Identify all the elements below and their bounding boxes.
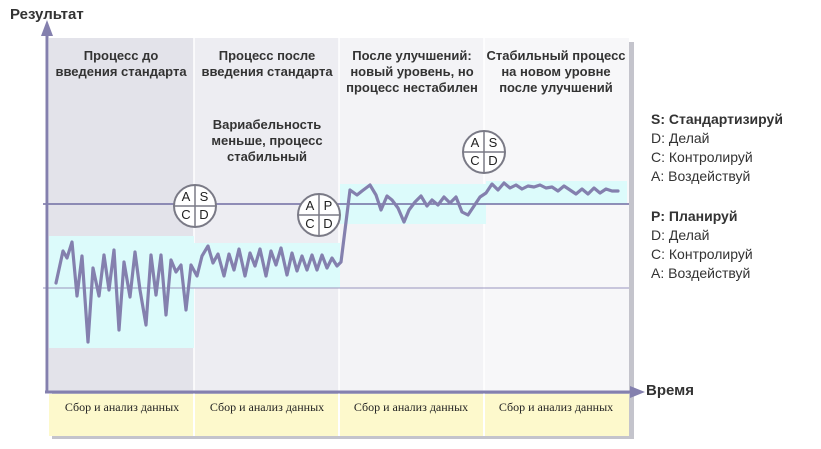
y-axis-arrow bbox=[41, 20, 53, 36]
phase-2-footer: Сбор и анализ данных bbox=[209, 400, 325, 414]
legend-pdca-p: P: Планируй bbox=[651, 208, 738, 224]
wheel-letter-br: D bbox=[488, 153, 497, 168]
pdca-wheel: A PC D bbox=[297, 193, 341, 237]
legend-pdca-a: A: Воздействуй bbox=[651, 265, 751, 281]
wheel-letter-tr: S bbox=[200, 189, 209, 204]
phase-3-title: После улучшений: новый уровень, но проце… bbox=[346, 48, 478, 95]
wheel-letter-br: D bbox=[199, 207, 208, 222]
phase-2-note: Вариабельность меньше, процесс стабильны… bbox=[211, 117, 323, 164]
x-axis-arrow bbox=[630, 386, 645, 398]
wheel-letter-tl: A bbox=[306, 198, 315, 213]
phase-4-footer: Сбор и анализ данных bbox=[498, 400, 614, 414]
phase-1-footer: Сбор и анализ данных bbox=[64, 400, 180, 414]
wheel-letter-tr: S bbox=[489, 135, 498, 150]
x-axis-label: Время bbox=[646, 382, 694, 399]
phase-2-title: Процесс после введения стандарта bbox=[201, 48, 333, 79]
phase-4-title: Стабильный процесс на новом уровне после… bbox=[486, 48, 626, 95]
legend-sdca-s: S: Стандартизируй bbox=[651, 111, 783, 127]
legend-pdca: P: Планируй D: Делай C: Контролируй A: В… bbox=[651, 207, 753, 283]
phase-4-area bbox=[484, 38, 629, 393]
legend-sdca-d: D: Делай bbox=[651, 130, 710, 146]
y-axis-label: Результат bbox=[10, 6, 84, 23]
legend-sdca: S: Стандартизируй D: Делай C: Контролиру… bbox=[651, 110, 783, 186]
phase-1-title: Процесс до введения стандарта bbox=[55, 48, 187, 79]
phase-3-footer: Сбор и анализ данных bbox=[353, 400, 469, 414]
wheel-letter-tl: A bbox=[471, 135, 480, 150]
wheel-letter-bl: C bbox=[181, 207, 190, 222]
wheel-letter-bl: C bbox=[305, 216, 314, 231]
wheel-letter-bl: C bbox=[470, 153, 479, 168]
wheel-letter-tr: P bbox=[324, 198, 333, 213]
sdca-wheel-1: A SC D bbox=[173, 184, 217, 228]
wheel-letter-tl: A bbox=[182, 189, 191, 204]
legend-sdca-a: A: Воздействуй bbox=[651, 168, 751, 184]
sdca-wheel-2: A SC D bbox=[462, 130, 506, 174]
legend-pdca-c: C: Контролируй bbox=[651, 246, 753, 262]
legend-pdca-d: D: Делай bbox=[651, 227, 710, 243]
wheel-letter-br: D bbox=[323, 216, 332, 231]
process-result-line bbox=[54, 181, 620, 344]
legend-sdca-c: C: Контролируй bbox=[651, 149, 753, 165]
